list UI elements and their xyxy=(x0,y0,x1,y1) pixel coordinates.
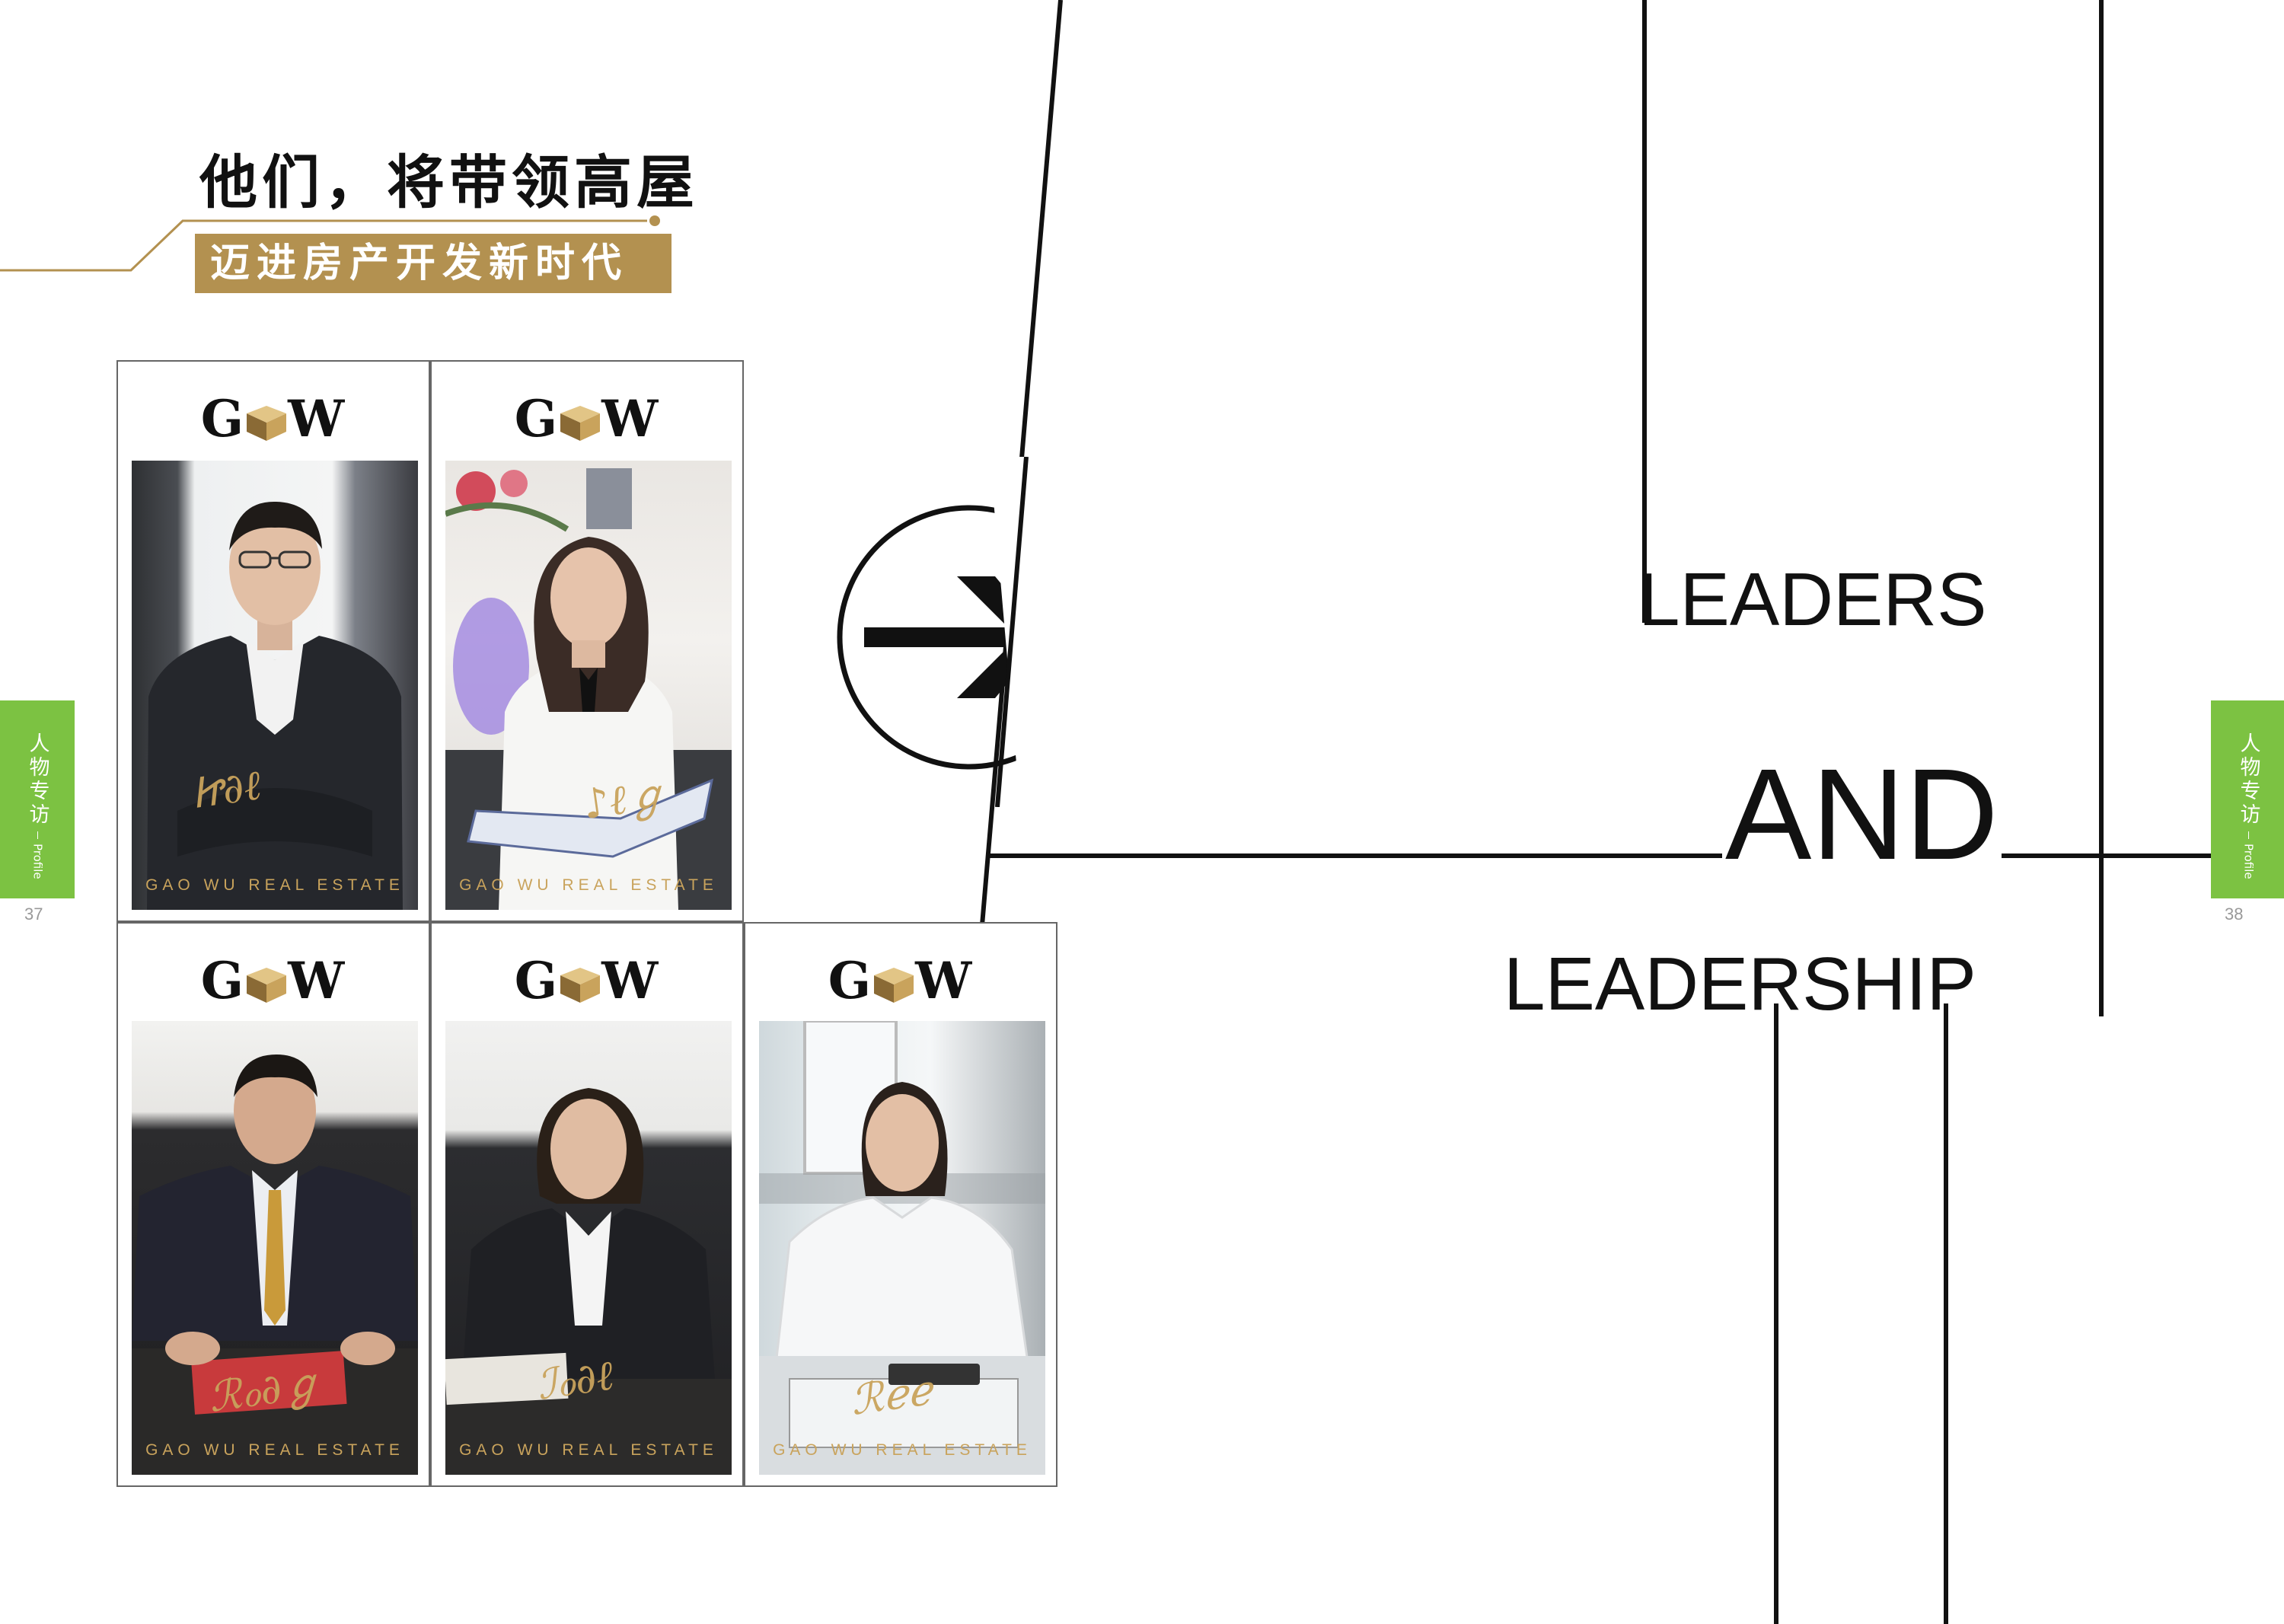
portrait-photo: ℐℴ∂ℓ GAO WU REAL ESTATE xyxy=(445,1021,732,1475)
side-tab-label-en: Profile xyxy=(30,844,45,879)
side-tab-divider xyxy=(2247,831,2249,839)
portrait-photo: ℛℯℯ GAO WU REAL ESTATE xyxy=(759,1021,1045,1475)
watermark: GAO WU REAL ESTATE xyxy=(773,1441,1032,1459)
side-tab-label: 人物专访 xyxy=(25,732,49,827)
watermark: GAO WU REAL ESTATE xyxy=(459,876,718,894)
side-tab-label: 人物专访 xyxy=(2236,732,2260,827)
word-and: AND xyxy=(1722,750,2002,879)
headline: 他们，将带领高屋 xyxy=(199,148,699,216)
portrait-photo: ℛℴ∂ℊ GAO WU REAL ESTATE xyxy=(132,1021,418,1475)
word-leadership: LEADERSHIP xyxy=(1504,942,1976,1026)
page-number-left: 37 xyxy=(24,905,43,924)
subheadline-band: 迈进房产开发新时代 xyxy=(195,234,671,293)
gw-block-icon xyxy=(874,968,914,1003)
gw-block-icon xyxy=(560,968,601,1003)
leadership-line-overlay xyxy=(1774,1003,1948,1028)
side-tab-divider xyxy=(37,831,38,839)
side-tab-left: 人物专访 Profile xyxy=(0,700,75,898)
signature: Ꮵ∂ℓ xyxy=(189,761,264,818)
gw-block-icon xyxy=(560,406,601,441)
gw-block-icon xyxy=(247,968,287,1003)
watermark: GAO WU REAL ESTATE xyxy=(145,876,404,894)
header-accent-line xyxy=(0,215,660,272)
side-tab-label-en: Profile xyxy=(2241,844,2256,879)
gw-block-icon xyxy=(247,406,287,441)
page-number-right: 38 xyxy=(2225,905,2244,924)
word-leaders: LEADERS xyxy=(1638,557,1987,641)
portrait-photo: ♪ℓℊ GAO WU REAL ESTATE xyxy=(445,461,732,910)
side-tab-right: 人物专访 Profile xyxy=(2211,700,2284,898)
circle-mask xyxy=(990,457,1081,807)
portrait-photo: Ꮵ∂ℓ GAO WU REAL ESTATE xyxy=(132,461,418,910)
watermark: GAO WU REAL ESTATE xyxy=(459,1441,718,1459)
watermark: GAO WU REAL ESTATE xyxy=(145,1441,404,1459)
signature: ♪ℓℊ xyxy=(579,769,671,829)
